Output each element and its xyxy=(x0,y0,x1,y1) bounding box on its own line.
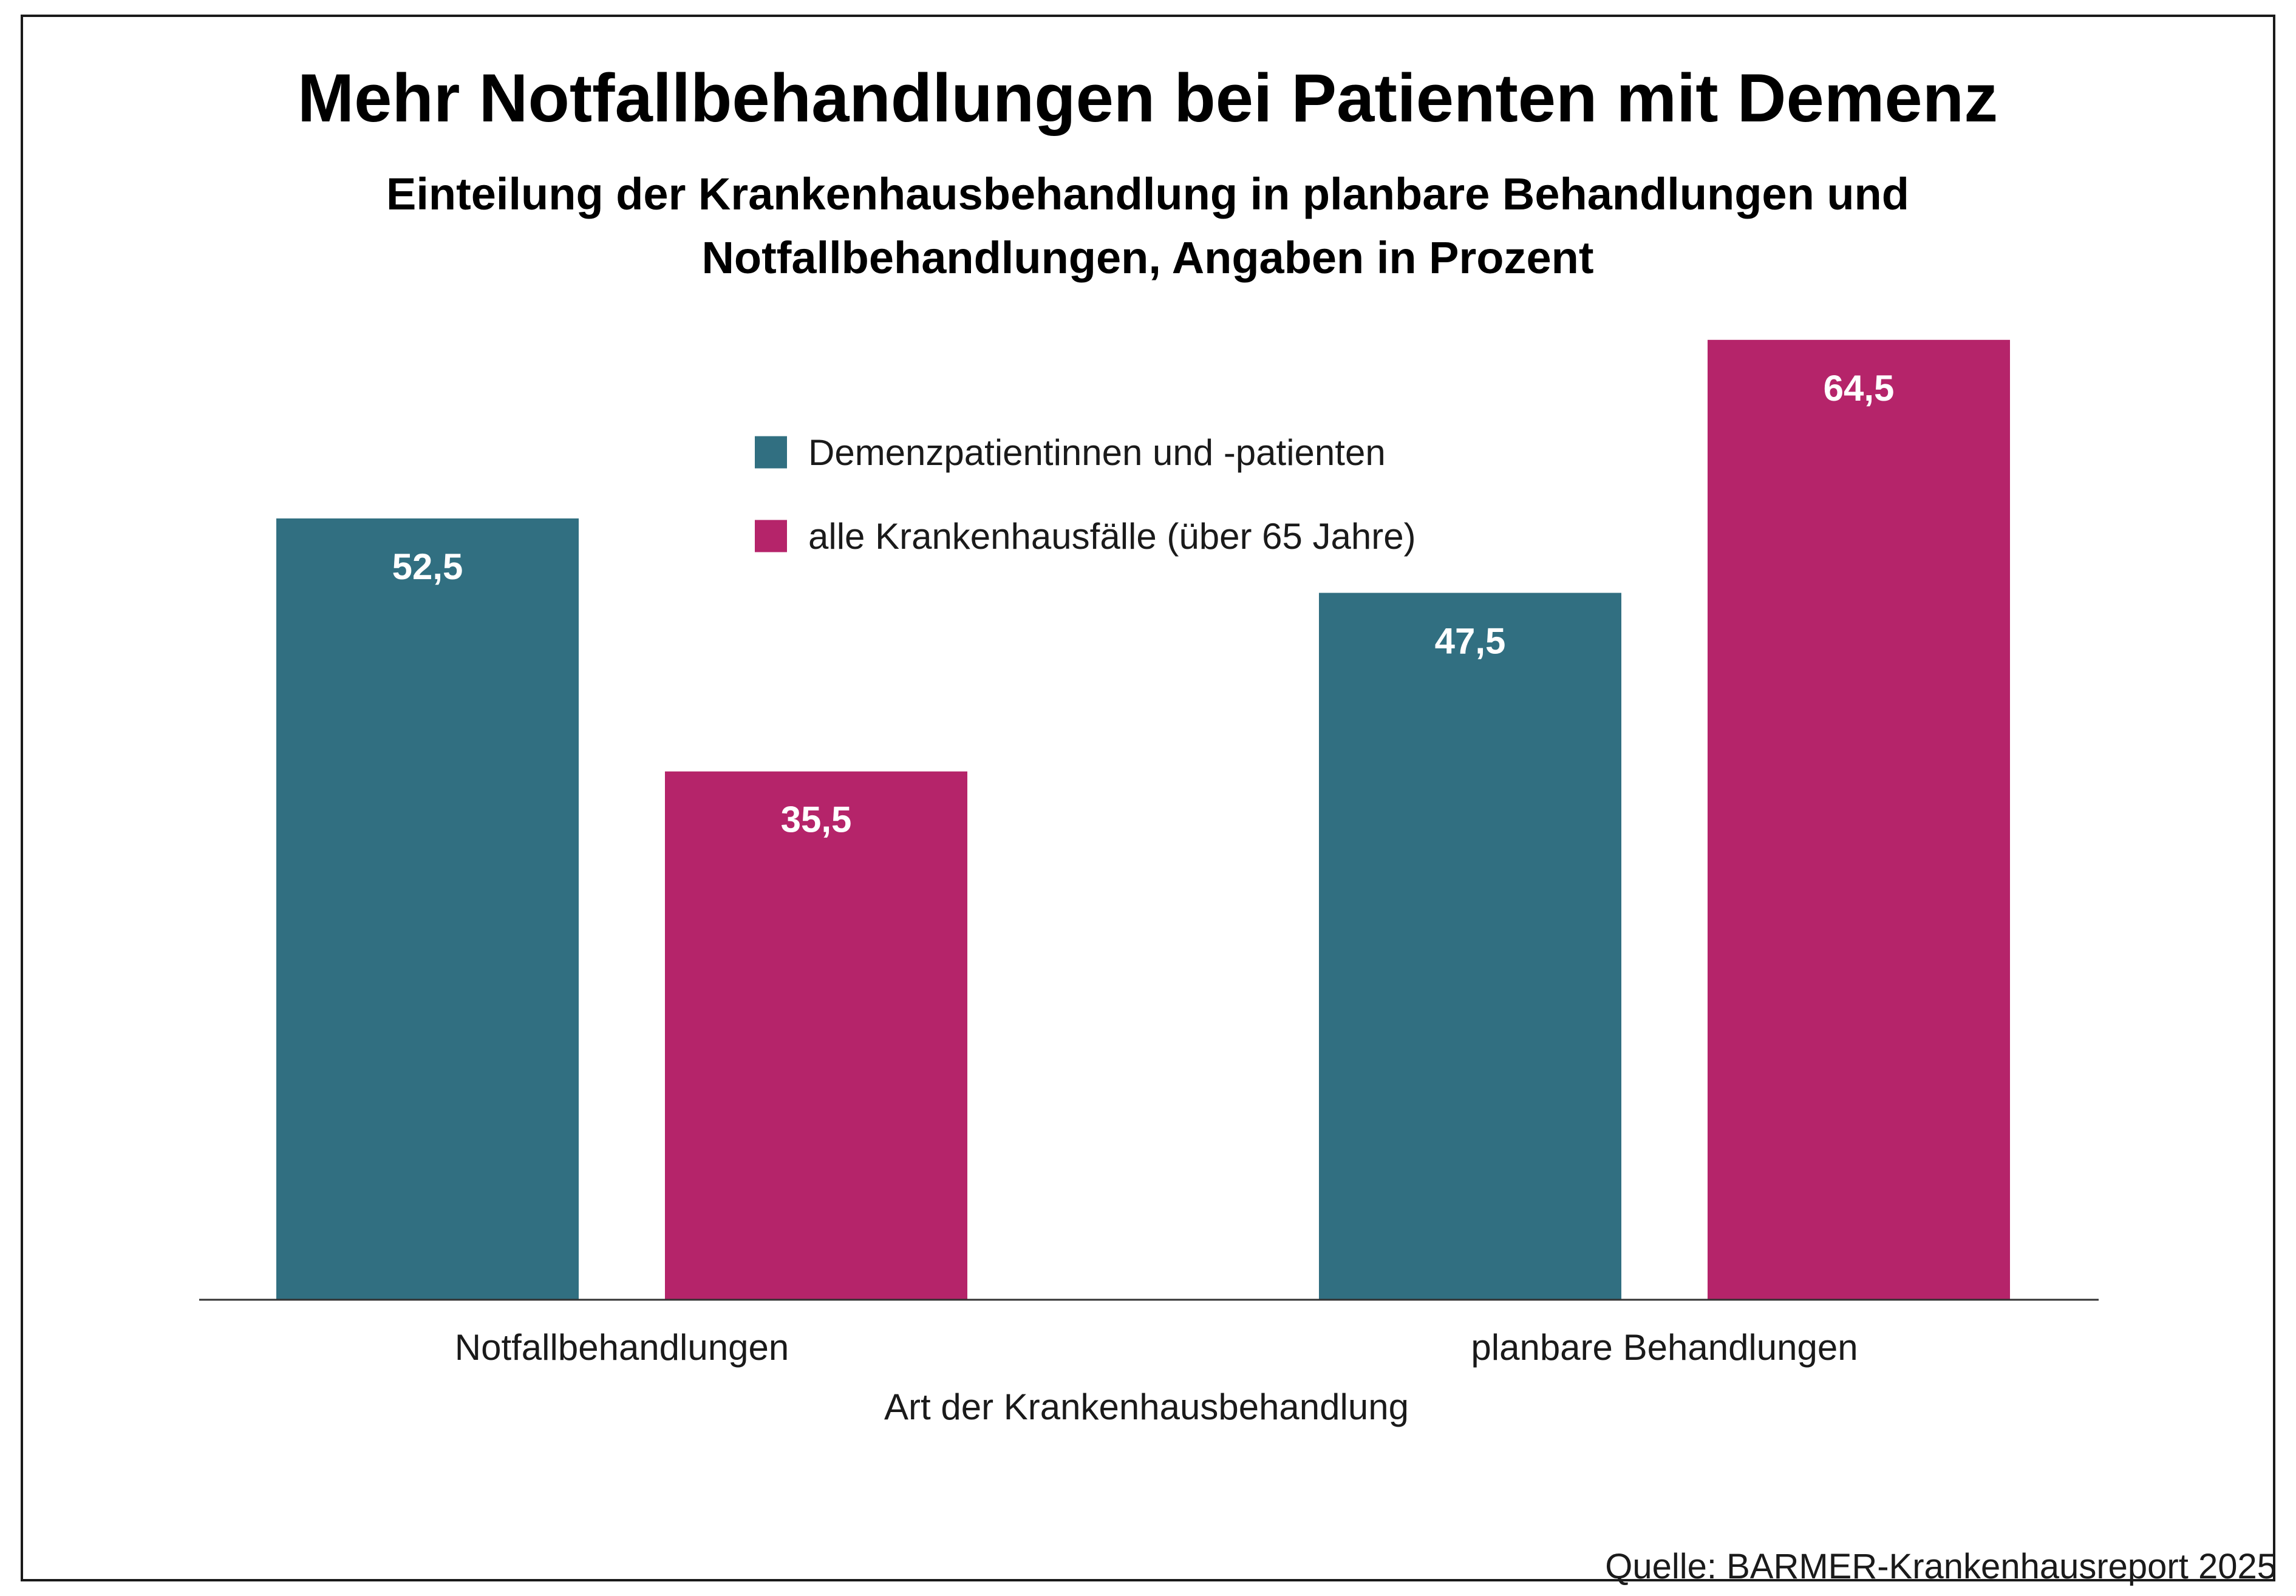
source-note: Quelle: BARMER-Krankenhausreport 2025 xyxy=(1605,1547,2277,1586)
bar-series-1-notfallbehandlungen xyxy=(276,518,579,1300)
x-tick-labels: Notfallbehandlungen planbare Behandlungen xyxy=(455,1327,1858,1368)
legend-swatch-2 xyxy=(755,520,787,552)
legend-swatch-1 xyxy=(755,436,787,469)
bar-series-2-planbare-behandlungen xyxy=(1708,339,2010,1300)
bar-series-1-planbare-behandlungen xyxy=(1319,593,1621,1300)
data-label-series-2-cat-1: 35,5 xyxy=(781,800,852,840)
chart-subtitle-line-1: Einteilung der Krankenhausbehandlung in … xyxy=(386,169,1909,219)
x-tick-label-1: Notfallbehandlungen xyxy=(455,1327,789,1368)
data-label-series-2-cat-2: 64,5 xyxy=(1824,368,1895,409)
chart-subtitle-line-2: Notfallbehandlungen, Angaben in Prozent xyxy=(701,233,1593,283)
legend: Demenzpatientinnen und -patienten alle Kr… xyxy=(755,432,1416,557)
data-label-series-1-cat-2: 47,5 xyxy=(1435,621,1506,662)
x-axis-label: Art der Krankenhausbehandlung xyxy=(884,1387,1409,1427)
legend-label-2: alle Krankenhausfälle (über 65 Jahre) xyxy=(808,516,1416,557)
bars: 52,5 47,5 35,5 64,5 xyxy=(276,339,2010,1300)
chart-title: Mehr Notfallbehandlungen bei Patienten m… xyxy=(298,60,1998,136)
data-label-series-1-cat-1: 52,5 xyxy=(392,546,463,587)
x-tick-label-2: planbare Behandlungen xyxy=(1471,1327,1858,1368)
chart-frame xyxy=(21,15,2275,1581)
bar-series-2-notfallbehandlungen xyxy=(665,771,967,1300)
legend-label-1: Demenzpatientinnen und -patienten xyxy=(808,432,1386,473)
